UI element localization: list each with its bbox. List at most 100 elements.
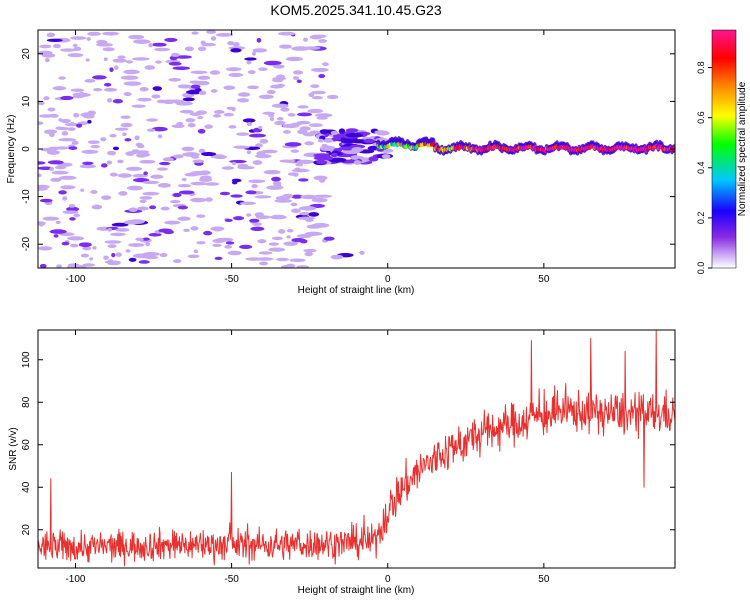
noise-speckle <box>158 161 171 166</box>
noise-speckle <box>309 130 320 135</box>
noise-speckle <box>227 41 235 46</box>
noise-speckle <box>258 94 274 99</box>
noise-speckle <box>225 67 242 72</box>
noise-speckle <box>181 177 187 182</box>
noise-speckle <box>178 190 195 195</box>
noise-speckle <box>172 192 182 198</box>
noise-speckle <box>284 142 302 147</box>
noise-speckle <box>200 40 206 45</box>
noise-speckle <box>290 202 298 207</box>
noise-speckle <box>82 246 92 251</box>
noise-speckle <box>137 97 152 102</box>
noise-speckle <box>120 122 133 128</box>
noise-speckle <box>107 227 113 232</box>
noise-speckle <box>246 121 253 127</box>
noise-speckle <box>221 166 235 170</box>
noise-speckle <box>89 257 94 261</box>
noise-speckle <box>73 46 82 52</box>
noise-speckle <box>46 38 63 42</box>
noise-speckle <box>111 222 129 227</box>
noise-speckle <box>291 237 306 243</box>
noise-speckle <box>285 56 304 62</box>
noise-speckle <box>112 146 120 151</box>
noise-speckle <box>136 152 148 158</box>
noise-speckle <box>203 230 213 236</box>
noise-speckle <box>145 242 151 247</box>
transition-speckle <box>363 138 375 144</box>
noise-speckle <box>68 204 76 208</box>
noise-speckle <box>172 66 191 71</box>
noise-speckle <box>271 236 283 241</box>
noise-speckle <box>190 84 201 89</box>
noise-speckle <box>142 180 160 185</box>
noise-speckle <box>185 118 196 123</box>
noise-speckle <box>275 196 285 201</box>
noise-speckle <box>187 254 200 259</box>
snr-xlabel: Height of straight line (km) <box>298 585 415 596</box>
noise-speckle <box>114 65 119 70</box>
noise-speckle <box>43 129 58 134</box>
noise-speckle <box>103 82 112 87</box>
noise-speckle <box>122 132 127 137</box>
noise-speckle <box>232 42 240 47</box>
noise-speckle <box>292 70 304 75</box>
noise-speckle <box>247 70 256 75</box>
noise-speckle <box>92 246 97 250</box>
noise-speckle <box>53 43 61 49</box>
noise-speckle <box>143 171 148 176</box>
noise-speckle <box>254 212 264 217</box>
noise-speckle <box>56 264 62 268</box>
transition-speckle <box>353 160 362 165</box>
noise-speckle <box>139 196 153 200</box>
noise-speckle <box>330 254 344 260</box>
noise-speckle <box>70 88 85 93</box>
noise-speckle <box>60 118 71 124</box>
noise-speckle <box>291 208 301 214</box>
noise-speckle <box>128 243 145 247</box>
noise-speckle <box>85 58 90 62</box>
noise-speckle <box>255 154 272 159</box>
noise-speckle <box>151 94 161 99</box>
noise-speckle <box>198 170 211 176</box>
transition-speckle <box>330 152 338 158</box>
noise-speckle <box>58 190 67 195</box>
noise-speckle <box>38 173 42 178</box>
noise-speckle <box>318 73 326 79</box>
noise-speckle <box>70 243 79 248</box>
noise-speckle <box>104 240 122 244</box>
y-tick-label: 80 <box>21 396 32 408</box>
noise-speckle <box>148 233 162 237</box>
noise-speckle <box>268 242 279 246</box>
noise-speckle <box>171 52 180 57</box>
noise-speckle <box>206 30 217 34</box>
noise-speckle <box>117 173 132 178</box>
noise-speckle <box>196 110 208 115</box>
noise-speckle <box>274 120 286 126</box>
noise-speckle <box>144 255 159 260</box>
noise-speckle <box>304 141 315 146</box>
noise-speckle <box>39 44 52 49</box>
transition-speckle <box>367 145 378 151</box>
noise-speckle <box>205 197 213 202</box>
noise-speckle <box>258 67 268 72</box>
noise-speckle <box>38 121 44 125</box>
noise-speckle <box>133 39 151 44</box>
noise-speckle <box>309 123 323 128</box>
noise-speckle <box>198 90 207 96</box>
noise-speckle <box>225 241 235 245</box>
noise-speckle <box>266 185 284 190</box>
noise-speckle <box>247 85 260 90</box>
noise-speckle <box>39 263 47 268</box>
noise-speckle <box>359 250 365 255</box>
noise-speckle <box>254 195 272 199</box>
noise-speckle <box>101 163 108 168</box>
noise-speckle <box>174 55 192 59</box>
noise-speckle <box>213 155 228 160</box>
noise-speckle <box>144 65 156 70</box>
noise-speckle <box>193 249 199 254</box>
transition-speckle <box>338 128 346 134</box>
noise-speckle <box>229 159 247 164</box>
noise-speckle <box>323 236 335 241</box>
noise-speckle <box>296 112 312 117</box>
noise-speckle <box>120 115 131 119</box>
